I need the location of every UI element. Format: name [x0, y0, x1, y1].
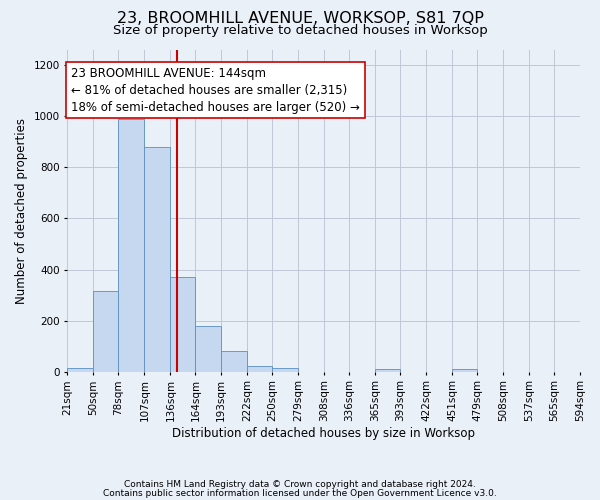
Bar	[221, 351, 247, 372]
Bar	[272, 368, 298, 372]
Bar	[170, 277, 196, 372]
Text: Contains HM Land Registry data © Crown copyright and database right 2024.: Contains HM Land Registry data © Crown c…	[124, 480, 476, 489]
X-axis label: Distribution of detached houses by size in Worksop: Distribution of detached houses by size …	[172, 427, 475, 440]
Bar	[375, 369, 400, 372]
Y-axis label: Number of detached properties: Number of detached properties	[15, 118, 28, 304]
Bar	[118, 119, 145, 372]
Bar	[247, 366, 272, 372]
Text: 23 BROOMHILL AVENUE: 144sqm
← 81% of detached houses are smaller (2,315)
18% of : 23 BROOMHILL AVENUE: 144sqm ← 81% of det…	[71, 66, 360, 114]
Bar	[94, 292, 118, 372]
Text: Contains public sector information licensed under the Open Government Licence v3: Contains public sector information licen…	[103, 489, 497, 498]
Bar	[67, 368, 94, 372]
Bar	[452, 368, 477, 372]
Bar	[145, 147, 170, 372]
Text: 23, BROOMHILL AVENUE, WORKSOP, S81 7QP: 23, BROOMHILL AVENUE, WORKSOP, S81 7QP	[116, 11, 484, 26]
Text: Size of property relative to detached houses in Worksop: Size of property relative to detached ho…	[113, 24, 487, 37]
Bar	[196, 326, 221, 372]
